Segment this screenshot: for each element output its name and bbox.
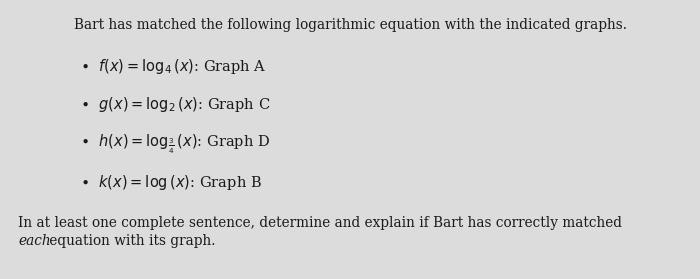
Text: $\bullet$  $h(x) = \mathrm{log}_{\frac{3}{4}}\,(x)$: Graph D: $\bullet$ $h(x) = \mathrm{log}_{\frac{3}… [80, 133, 270, 155]
Text: In at least one complete sentence, determine and explain if Bart has correctly m: In at least one complete sentence, deter… [18, 216, 622, 230]
Text: $\bullet$  $f(x) = \mathrm{log}_{4}\,(x)$: Graph A: $\bullet$ $f(x) = \mathrm{log}_{4}\,(x)$… [80, 57, 267, 76]
Text: each: each [18, 234, 50, 248]
Text: $\bullet$  $k(x) = \mathrm{log}\,(x)$: Graph B: $\bullet$ $k(x) = \mathrm{log}\,(x)$: Gr… [80, 174, 262, 193]
Text: Bart has matched the following logarithmic equation with the indicated graphs.: Bart has matched the following logarithm… [74, 18, 626, 32]
Text: equation with its graph.: equation with its graph. [45, 234, 216, 248]
Text: $\bullet$  $g(x) = \mathrm{log}_{2}\,(x)$: Graph C: $\bullet$ $g(x) = \mathrm{log}_{2}\,(x)$… [80, 95, 270, 114]
